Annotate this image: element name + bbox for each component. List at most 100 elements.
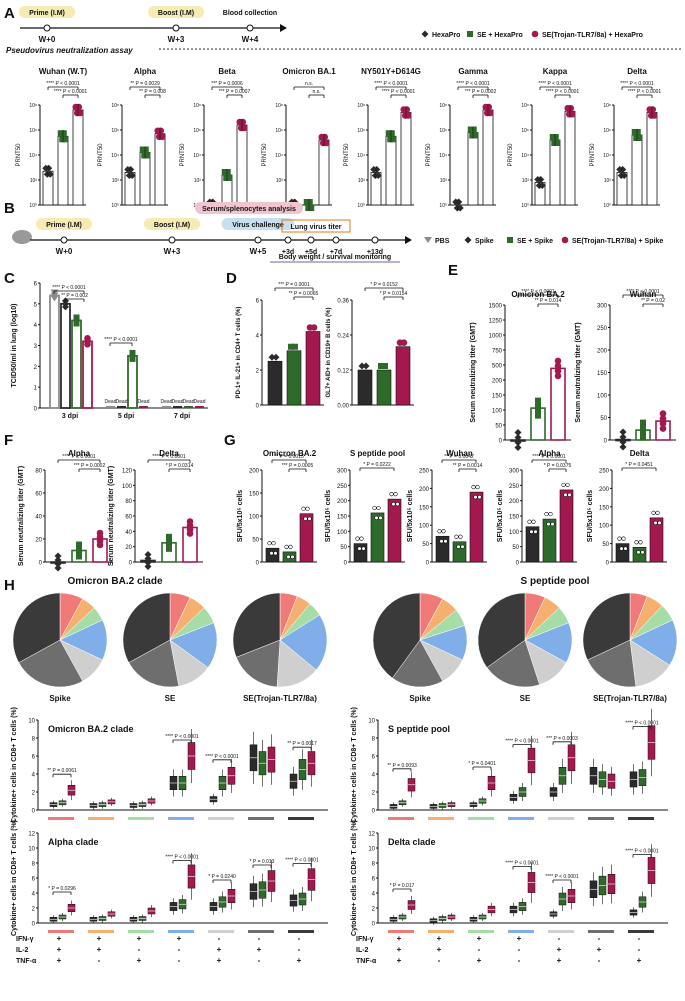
cytokine-mark: - <box>178 956 181 965</box>
y-tick-label: 100 <box>599 524 610 530</box>
timeline-a-week: W+3 <box>168 35 185 44</box>
data-point <box>659 415 667 422</box>
dotted-separator <box>243 48 245 50</box>
dotted-separator <box>523 48 525 50</box>
sig-bracket-label: **** P < 0.0001 <box>382 89 416 95</box>
dotted-separator <box>619 48 621 50</box>
dotted-separator <box>287 48 289 50</box>
bar <box>353 543 368 563</box>
data-point <box>76 545 82 552</box>
dotted-separator <box>675 48 677 50</box>
y-tick-label: 0 <box>39 561 43 567</box>
analysis-box <box>195 202 303 214</box>
y-axis-label: GL7+ AID+ in CD19+ B cells (%) <box>326 308 332 398</box>
y-tick-label: 150 <box>419 505 430 511</box>
pie-label: SE(Trojan-TLR7/8a) <box>243 694 317 703</box>
y-tick-label: 1 <box>34 386 38 392</box>
panel-f-title: Alpha <box>68 449 91 458</box>
data-point <box>294 351 300 358</box>
dotted-separator <box>495 48 497 50</box>
category-swatch <box>548 817 574 820</box>
cytokine-mark: - <box>98 956 101 965</box>
legend-b-marker <box>424 237 432 243</box>
y-axis-label: Cytokine+ cells in CD8+ T cells (%) <box>351 707 358 823</box>
data-point <box>649 106 657 113</box>
sig-bracket-label: *** P = 0.0006 <box>211 81 243 87</box>
panel-a-title: Beta <box>218 67 236 76</box>
dotted-separator <box>339 48 341 50</box>
data-point <box>472 132 479 139</box>
sig-bracket-label: **** P < 0.0001 <box>505 739 539 745</box>
data-point <box>554 362 562 370</box>
panel-a-title: Alpha <box>134 67 157 76</box>
dotted-separator <box>607 48 609 50</box>
dotted-separator <box>527 48 529 50</box>
y-tick-label: 10⁴ <box>521 153 529 159</box>
data-point <box>568 110 576 118</box>
dotted-separator <box>475 48 477 50</box>
data-point <box>393 492 398 497</box>
data-point <box>239 118 247 126</box>
data-point <box>623 546 628 551</box>
panel-g-title: Delta <box>630 449 650 458</box>
sig-bracket-label: *** P = 0.0001 <box>278 282 310 288</box>
dotted-separator <box>263 48 265 50</box>
data-point <box>270 361 278 369</box>
y-tick-label: 10⁸ <box>29 103 37 109</box>
data-point <box>272 353 280 361</box>
day-label: +13d <box>367 249 383 256</box>
dotted-separator <box>667 48 669 50</box>
dotted-separator <box>191 48 193 50</box>
timeline-b-label: Prime (I.M) <box>46 222 82 229</box>
data-point <box>144 558 152 566</box>
y-tick-label: 0 <box>372 922 376 928</box>
cytokine-row-label: IFN-γ <box>16 936 34 943</box>
data-point <box>470 126 477 133</box>
data-point <box>537 176 545 183</box>
cytokine-mark: + <box>97 934 102 943</box>
dotted-separator <box>331 48 333 50</box>
dotted-separator <box>371 48 373 50</box>
dotted-separator <box>491 48 493 50</box>
data-point <box>166 541 172 548</box>
day-label: +5d <box>305 249 317 256</box>
panel-g-title: Wuhan <box>446 449 473 458</box>
category-swatch <box>48 817 74 820</box>
y-tick-label: 0 <box>129 561 133 567</box>
data-point <box>634 540 639 545</box>
data-point <box>657 520 662 525</box>
box-chart-title: Omicron BA.2 clade <box>48 724 134 734</box>
data-point <box>395 502 400 507</box>
dotted-separator <box>311 48 313 50</box>
dotted-separator <box>439 48 441 50</box>
bar <box>49 294 60 409</box>
data-point <box>475 484 480 490</box>
cytokine-mark: + <box>137 956 142 965</box>
y-tick-label: 10⁸ <box>111 103 119 109</box>
dotted-separator <box>639 48 641 50</box>
y-tick-label: 80 <box>125 499 132 505</box>
y-tick-label: 10² <box>194 178 202 184</box>
dotted-separator <box>447 48 449 50</box>
dotted-separator <box>327 48 329 50</box>
bar <box>127 355 138 409</box>
data-point <box>554 367 562 375</box>
data-point <box>655 510 660 515</box>
bar <box>267 360 283 406</box>
panel-e-title: Omicron BA.2 <box>511 290 565 299</box>
y-tick-label: 10² <box>358 178 366 184</box>
panel-e-title: Wuhan <box>630 290 657 299</box>
bar <box>265 547 280 563</box>
data-point <box>166 533 172 540</box>
cytokine-row-label: IL-2 <box>356 947 369 954</box>
data-point <box>402 347 410 354</box>
cytokine-row-label: TNF-α <box>16 958 37 965</box>
cytokine-mark: + <box>557 945 562 954</box>
dotted-separator <box>379 48 381 50</box>
dotted-separator <box>419 48 421 50</box>
y-tick-label: 200 <box>597 349 608 355</box>
y-tick-label: 10 <box>28 719 35 725</box>
data-point <box>372 505 377 511</box>
y-axis-label: SFU/5x10⁵ cells <box>325 490 332 542</box>
pie-label: Spike <box>49 694 71 703</box>
